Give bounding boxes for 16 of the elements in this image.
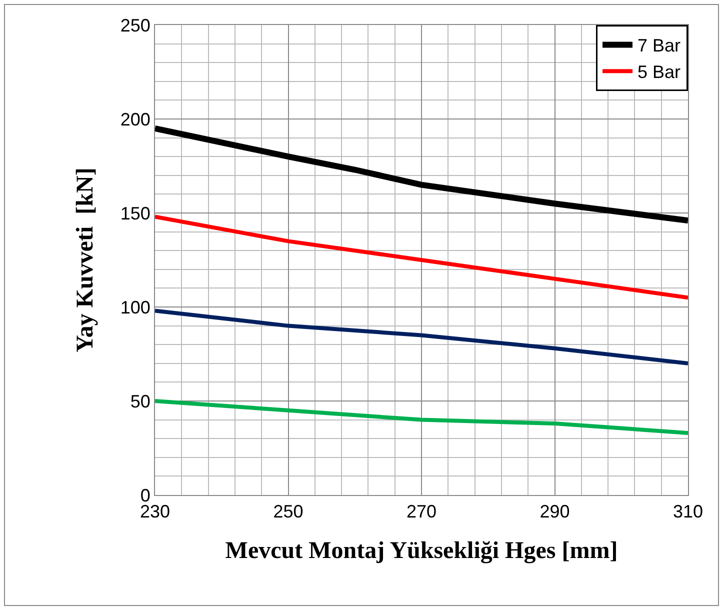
y-tick-label: 50 (130, 391, 150, 412)
legend-label: 7 Bar (638, 36, 681, 56)
line-series (155, 308, 688, 366)
x-tick-label: 310 (672, 502, 704, 522)
x-tick-label: 250 (273, 502, 304, 522)
y-tick-label: 200 (120, 109, 150, 130)
y-tick-label: 250 (120, 15, 150, 36)
legend-label: 5 Bar (638, 62, 681, 82)
x-tick-label: 290 (540, 502, 570, 522)
y-axis-title: Yay Kuvveti [kN] (72, 168, 98, 352)
x-axis-title: Mevcut Montaj Yüksekliği Hges [mm] (225, 538, 618, 564)
line-series (155, 214, 688, 300)
y-tick-label: 100 (120, 297, 150, 318)
x-tick-label: 270 (406, 502, 437, 522)
line-series (155, 399, 688, 435)
y-tick-label: 150 (120, 203, 150, 224)
